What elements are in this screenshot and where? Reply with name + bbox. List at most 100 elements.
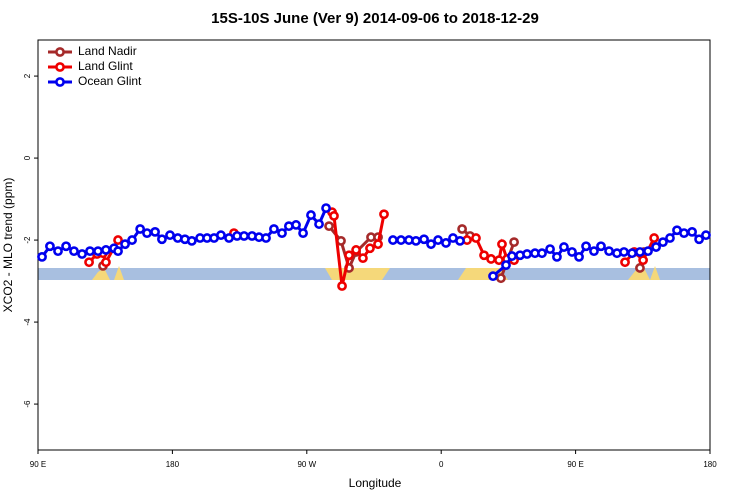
data-point [411,235,421,246]
data-point [537,248,547,259]
data-point [419,234,429,245]
data-point [157,234,167,245]
data-point [589,246,599,257]
data-point [77,249,87,259]
data-point [135,224,146,234]
data-point [306,210,316,220]
data-point [101,245,111,255]
y-tick-label: 2 [23,73,32,78]
x-tick-label: 90 E [567,460,583,469]
data-point [649,233,660,243]
data-point [687,226,697,237]
data-point [651,242,661,252]
data-point [142,228,152,239]
data-point [627,248,637,259]
data-point [269,224,279,234]
data-point [455,235,465,246]
data-point [507,251,517,261]
data-point [471,233,481,243]
data-point [261,233,271,243]
x-tick-label: 90 E [30,460,46,469]
data-point [635,247,645,257]
data-point [488,271,498,282]
data-point [574,251,584,262]
data-point [329,210,339,221]
data-point [635,263,645,273]
plot-frame [37,39,711,451]
data-point [314,219,324,229]
y-tick-label: -6 [23,400,32,408]
y-tick-label: 0 [23,155,32,160]
data-point [113,235,123,245]
data-point [120,239,130,250]
legend-swatch-marker [55,77,65,87]
data-point [581,241,591,252]
data-point [441,238,451,248]
chart-title: 15S-10S June (Ver 9) 2014-09-06 to 2018-… [211,10,539,27]
data-point [658,237,668,248]
data-point [239,231,249,241]
data-point [457,224,468,234]
data-point [496,273,506,284]
data-point [509,237,519,248]
data-point [501,260,511,270]
x-axis-label: Longitude [349,476,402,490]
data-point [596,241,606,252]
data-point [619,247,629,257]
data-point [37,251,47,262]
data-point [84,257,94,268]
series-line [327,225,646,279]
legend-label: Land Glint [78,59,133,73]
data-point [351,245,361,255]
data-point [358,253,368,264]
data-point [344,250,354,261]
data-point [433,235,443,245]
data-point [486,254,496,264]
data-point [150,226,160,237]
data-point [337,281,347,291]
x-tick-label: 0 [439,460,444,469]
data-point [277,228,287,239]
data-point [620,257,630,268]
legend-label: Land Nadir [78,44,137,58]
data-point [127,235,137,245]
data-point [567,247,577,257]
data-point [388,235,398,245]
data-point [85,246,95,257]
data-point [365,243,375,254]
data-point [216,230,226,241]
data-point [494,255,504,266]
legend-swatch-marker [55,47,65,57]
data-point [61,241,71,252]
data-point [224,233,234,243]
data-point [113,246,123,257]
data-point [69,246,79,257]
data-point [165,230,175,241]
data-point [665,233,675,243]
data-point [426,239,436,250]
x-tick-label: 180 [703,460,717,469]
data-point [45,241,55,252]
data-point [679,228,689,239]
data-point [93,246,103,257]
data-point [298,228,308,239]
data-point [324,221,334,232]
legend-swatch-marker [55,62,65,72]
data-point [638,255,648,266]
data-point [291,220,301,230]
data-point [396,235,406,245]
data-point [373,239,383,250]
data-point [479,250,489,261]
data-point [53,246,63,257]
data-point [321,203,331,213]
data-point [559,242,569,252]
data-point [497,239,507,250]
y-tick-label: -4 [23,318,32,326]
legend-label: Ocean Glint [78,74,142,88]
y-axis-label: XCO2 - MLO trend (ppm) [1,178,15,313]
data-point [186,235,197,246]
data-point [643,246,653,257]
data-point [522,249,532,259]
data-point [379,209,389,220]
